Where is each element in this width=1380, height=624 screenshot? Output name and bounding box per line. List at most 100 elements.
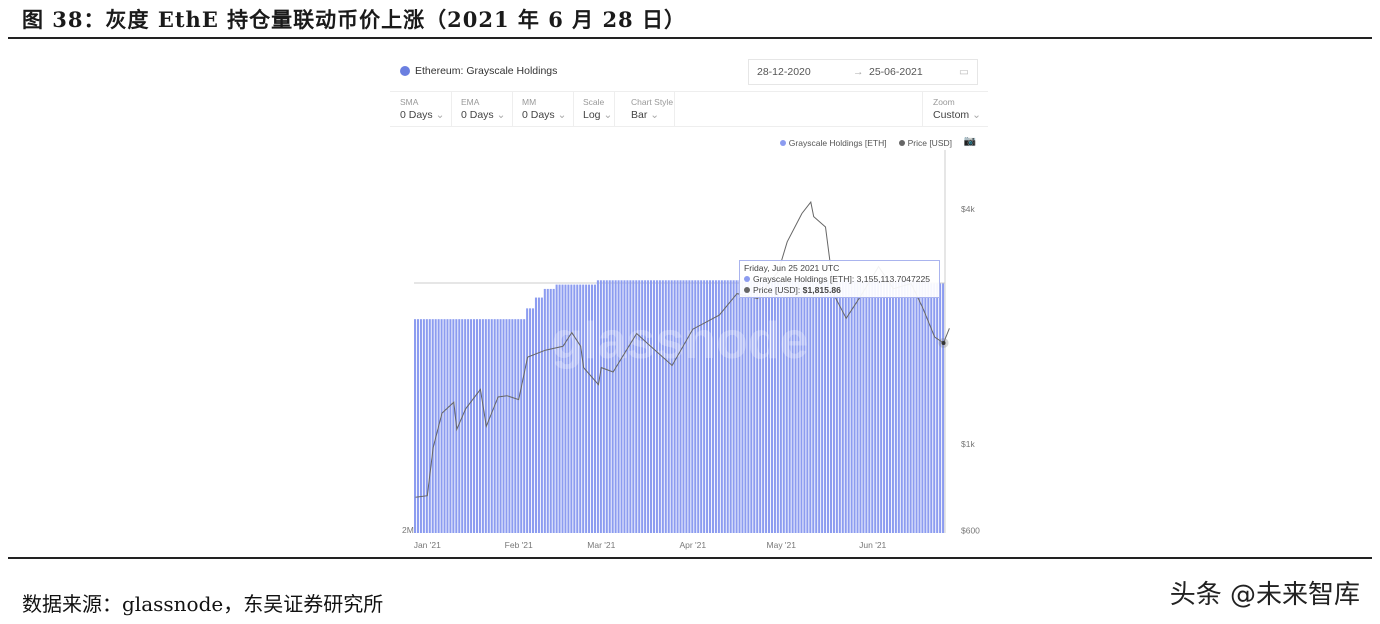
holdings-bar — [700, 280, 703, 533]
tooltip-date: Friday, Jun 25 2021 UTC — [744, 263, 840, 273]
holdings-bar — [416, 319, 419, 533]
holdings-bar — [794, 280, 797, 533]
holdings-bar — [549, 288, 552, 533]
holdings-bar — [750, 280, 753, 533]
holdings-bar — [641, 280, 644, 533]
x-tick-label: Mar '21 — [587, 540, 615, 550]
holdings-bar — [573, 284, 576, 533]
holdings-bar — [788, 280, 791, 533]
mm-label: MM — [522, 97, 537, 107]
holdings-bar — [502, 319, 505, 533]
holdings-bar — [697, 280, 700, 533]
holdings-bar — [493, 319, 496, 533]
holdings-bar — [891, 280, 894, 533]
scale-select[interactable]: Scale Log ⌄ — [573, 92, 615, 126]
holdings-bar — [703, 280, 706, 533]
holdings-bar — [593, 284, 596, 533]
holdings-bar — [827, 280, 830, 533]
ema-select[interactable]: EMA 0 Days ⌄ — [451, 92, 513, 126]
holdings-bar — [611, 280, 614, 533]
holdings-bar — [570, 284, 573, 533]
holdings-bar — [564, 284, 567, 533]
chart-title: Ethereum: Grayscale Holdings — [415, 65, 558, 77]
holdings-bar — [414, 319, 417, 533]
zoom-label: Zoom — [933, 97, 955, 107]
holdings-bar — [841, 280, 844, 533]
date-to[interactable]: 25-06-2021 — [869, 66, 923, 78]
sma-label: SMA — [400, 97, 419, 107]
legend-price[interactable]: Price [USD] — [898, 138, 952, 148]
holdings-bar — [425, 319, 428, 533]
holdings-bar — [546, 288, 549, 533]
holdings-bar — [464, 319, 467, 533]
tooltip-holdings-label: Grayscale Holdings [ETH]: — [753, 274, 855, 284]
chevron-down-icon: ⌄ — [650, 109, 660, 121]
holdings-bar — [921, 280, 924, 533]
holdings-bar — [927, 280, 930, 533]
holdings-bar — [768, 280, 771, 533]
holdings-bar — [888, 280, 891, 533]
holdings-bar — [835, 280, 838, 533]
holdings-bar — [894, 280, 897, 533]
holdings-bar — [605, 280, 608, 533]
holdings-bar — [918, 280, 921, 533]
date-from[interactable]: 28-12-2020 — [757, 66, 811, 78]
holdings-bar — [470, 319, 473, 533]
top-rule — [8, 37, 1372, 39]
zoom-select[interactable]: Zoom Custom ⌄ — [922, 92, 989, 126]
holdings-bar — [812, 280, 815, 533]
holdings-bar — [458, 319, 461, 533]
chart-style-select[interactable]: Chart Style Bar ⌄ — [621, 92, 675, 126]
holdings-bar — [608, 280, 611, 533]
holdings-bar — [602, 280, 605, 533]
holdings-bar — [856, 280, 859, 533]
holdings-bar — [614, 280, 617, 533]
sma-select[interactable]: SMA 0 Days ⌄ — [390, 92, 452, 126]
holdings-bar — [626, 280, 629, 533]
holdings-bar — [428, 319, 431, 533]
holdings-bar — [850, 280, 853, 533]
holdings-bar — [473, 319, 476, 533]
holdings-bar — [673, 280, 676, 533]
holdings-bar — [567, 284, 570, 533]
holdings-bar — [862, 280, 865, 533]
holdings-bar — [711, 280, 714, 533]
legend-holdings[interactable]: Grayscale Holdings [ETH] — [779, 138, 887, 148]
holdings-bar — [620, 280, 623, 533]
holdings-bar — [776, 280, 779, 533]
holdings-bar — [514, 319, 517, 533]
mm-select[interactable]: MM 0 Days ⌄ — [512, 92, 574, 126]
holdings-bar — [759, 280, 762, 533]
holdings-bar — [741, 280, 744, 533]
holdings-bar — [508, 319, 511, 533]
holdings-bar — [924, 280, 927, 533]
holdings-bar — [452, 319, 455, 533]
holdings-bar — [623, 280, 626, 533]
x-tick-label: Jun '21 — [859, 540, 886, 550]
date-range-picker[interactable]: 28-12-2020 → 25-06-2021 ▭ — [748, 59, 978, 85]
chart-header: Ethereum: Grayscale Holdings — [400, 65, 557, 77]
calendar-icon[interactable]: ▭ — [959, 66, 969, 78]
holdings-bar — [555, 284, 558, 533]
holdings-bar — [694, 280, 697, 533]
chart-style-label: Chart Style — [631, 97, 674, 107]
right-tick-label: $600 — [961, 526, 980, 536]
holdings-bar — [939, 283, 942, 533]
x-tick-label: Apr '21 — [679, 540, 706, 550]
chart-legend: Grayscale Holdings [ETH] Price [USD] — [779, 138, 952, 148]
holdings-bar — [930, 283, 933, 533]
ema-value: 0 Days — [461, 109, 494, 121]
holdings-bar — [900, 280, 903, 533]
holdings-bar — [874, 280, 877, 533]
holdings-bar — [821, 280, 824, 533]
camera-icon[interactable]: 📷 — [963, 136, 976, 147]
chart-style-value: Bar — [631, 109, 648, 121]
holdings-bar — [773, 280, 776, 533]
holdings-bar — [791, 280, 794, 533]
right-tick-label: $1k — [961, 439, 975, 449]
holdings-bar — [467, 319, 470, 533]
holdings-bar — [735, 280, 738, 533]
holdings-bar — [658, 280, 661, 533]
bottom-rule — [8, 557, 1372, 559]
